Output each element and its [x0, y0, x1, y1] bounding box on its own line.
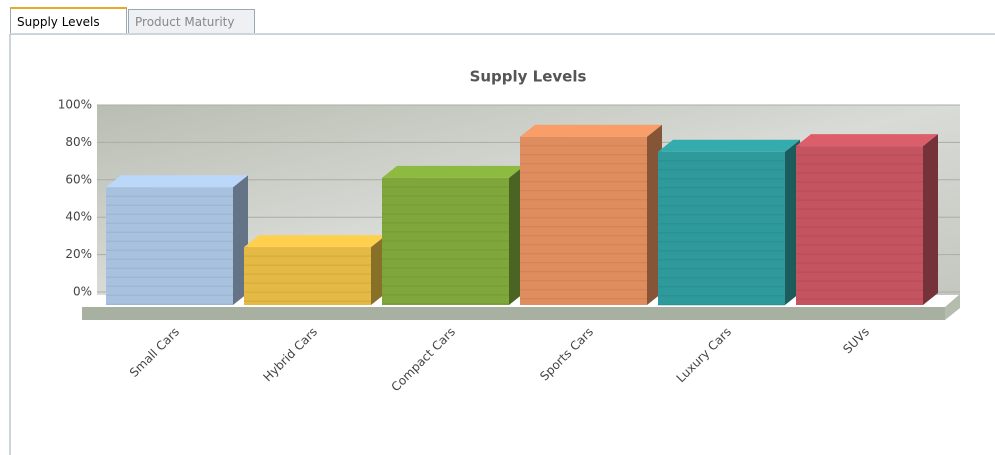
tab[interactable]: Supply Levels — [10, 7, 127, 33]
bar-top — [658, 139, 800, 152]
y-tick-label: 80% — [65, 135, 92, 149]
y-tick-label: 20% — [65, 247, 92, 261]
floor-front — [82, 307, 945, 320]
y-tick-label: 60% — [65, 172, 92, 186]
x-tick-label: Luxury Cars — [674, 325, 735, 386]
x-tick-label: Sports Cars — [537, 325, 596, 384]
y-tick-label: 40% — [65, 210, 92, 224]
x-tick-label: Small Cars — [127, 325, 182, 380]
bar — [382, 177, 509, 305]
tab[interactable]: Product Maturity — [128, 9, 255, 33]
bar — [658, 151, 785, 305]
bar-side — [923, 134, 938, 305]
bar-top — [796, 134, 938, 147]
bar-top — [382, 165, 524, 178]
y-tick-label: 0% — [73, 285, 92, 299]
bar — [106, 187, 233, 305]
bar-top — [106, 175, 248, 188]
bar — [244, 247, 371, 305]
chart-title: Supply Levels — [470, 68, 587, 86]
bar — [796, 146, 923, 305]
x-tick-label: Hybrid Cars — [260, 325, 320, 385]
y-tick-label: 100% — [58, 98, 92, 112]
x-tick-label: Compact Cars — [389, 325, 459, 395]
bar-top — [520, 124, 662, 137]
x-tick-label: SUVs — [840, 325, 872, 357]
bar-top — [244, 235, 386, 248]
bar — [520, 136, 647, 305]
